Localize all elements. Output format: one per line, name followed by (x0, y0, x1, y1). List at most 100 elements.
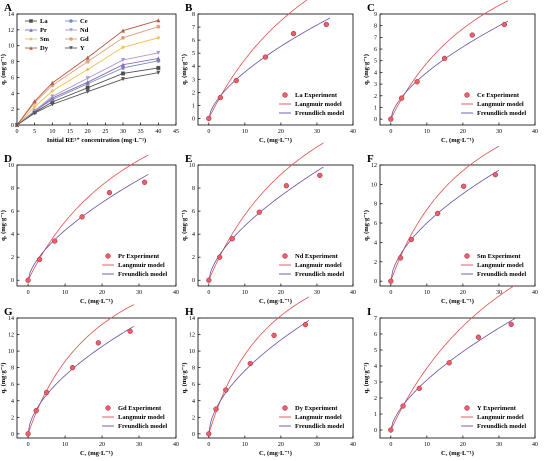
legend-label: Dy (40, 45, 49, 52)
legend: Dy Experiment Langmuir model Freundlich mo… (279, 405, 344, 430)
data-point-y (156, 70, 161, 75)
experiment-point (127, 328, 133, 334)
legend-label: Freundlich model (477, 271, 526, 278)
legend-label: Sm (40, 36, 50, 43)
y-tick-label: 5 (374, 59, 377, 65)
legend-label: Ce (80, 18, 88, 25)
y-axis-label: qₑ (mg·g⁻¹) (363, 54, 370, 85)
y-tick-label: 6 (192, 209, 195, 215)
data-point-gd (121, 35, 125, 40)
legend: Ce Experiment Langmuir model Freundlich mo… (461, 92, 526, 117)
legend: Pr Experiment Langmuir model Freundlich mo… (102, 253, 167, 278)
experiment-point (223, 387, 229, 393)
x-axis-label: Initial RE³⁺ concentration (mg·L⁻¹) (47, 137, 146, 144)
freundlich-curve (208, 320, 310, 434)
legend-marker (105, 405, 111, 411)
y-tick-label: 0 (374, 117, 377, 123)
data-point-y (120, 77, 126, 82)
legend-marker (29, 19, 33, 23)
x-tick-label: 10 (242, 442, 248, 448)
legend-label: Pr Experiment (118, 253, 160, 260)
y-tick-label: 4 (374, 70, 377, 76)
legend-label: Y Experiment (477, 405, 517, 412)
y-tick-label: 8 (192, 366, 195, 372)
experiment-point (206, 277, 212, 283)
x-tick-label: 10 (49, 129, 55, 135)
legend-label: Freundlich model (295, 110, 344, 117)
y-tick-label: 4 (192, 64, 195, 70)
panel-letter: B (185, 2, 193, 14)
plot-frame (197, 13, 354, 126)
legend-label: La (40, 18, 48, 25)
legend-marker (29, 28, 33, 32)
x-tick-label: 30 (314, 129, 320, 135)
data-point-pr (120, 62, 126, 67)
experiment-point (216, 254, 223, 260)
x-tick-label: 20 (85, 129, 91, 135)
legend-label: Dy Experiment (295, 405, 338, 412)
data-point-sm (50, 88, 55, 93)
y-tick-label: 12 (189, 333, 195, 339)
x-tick-label: 40 (173, 442, 179, 448)
x-tick-label: 20 (460, 290, 466, 296)
x-tick-label: 10 (62, 290, 68, 296)
data-point-sm (156, 35, 161, 40)
plot-frame (197, 317, 354, 439)
legend-marker (29, 46, 33, 50)
series-line-gd (16, 26, 159, 126)
legend-label: La Experiment (295, 92, 338, 99)
x-tick-label: 0 (207, 442, 210, 448)
experiment-point (206, 431, 212, 437)
y-tick-label: 1 (192, 103, 195, 109)
y-tick-label: 0 (374, 279, 377, 285)
x-tick-label: 40 (350, 442, 356, 448)
y-axis-label: qₑ (mg·g⁻¹) (181, 54, 188, 85)
x-tick-label: 10 (424, 129, 430, 135)
panel-letter: F (367, 153, 374, 165)
legend: Y Experiment Langmuir model Freundlich mod… (461, 405, 526, 430)
data-point-dy (120, 28, 126, 33)
experiment-point (213, 406, 219, 412)
plot-frame (379, 164, 536, 287)
legend-marker (69, 37, 73, 41)
panel-g: G 0 10 20 30 40 0 2 4 6 8 10 12 14 Cₑ (mg·L⁻¹) qₑ (mg·g… (0, 304, 179, 457)
panel-i: I 0 10 20 30 40 0 1 2 3 4 5 6 7 Cₑ (mg·L⁻¹) qₑ (mg·g⁻¹)… (363, 284, 538, 457)
experiment-point (36, 256, 43, 263)
legend-marker (69, 19, 73, 23)
x-tick-label: 40 (532, 129, 538, 135)
legend: La Experiment Langmuir model Freundlich mo… (279, 92, 344, 117)
data-point-sm (120, 45, 126, 50)
experiment-point (475, 334, 482, 340)
y-tick-label: 2 (192, 415, 195, 421)
experiment-point (69, 365, 76, 371)
legend-marker (69, 28, 73, 32)
experiment-point (43, 389, 50, 396)
legend-label: Langmuir model (118, 414, 165, 421)
experiment-point (400, 403, 406, 409)
y-tick-label: 8 (374, 24, 377, 30)
data-point-nd (120, 58, 126, 63)
x-tick-label: 20 (99, 290, 105, 296)
legend-label: Langmuir model (477, 262, 524, 269)
legend-label: Langmuir model (295, 262, 342, 269)
langmuir-curve (208, 296, 310, 434)
y-tick-label: 3 (374, 82, 377, 88)
panel-d: D 0 10 20 30 40 0 2 4 6 8 10 Cₑ (mg·L⁻¹) qₑ (mg·g⁻¹) P… (0, 153, 179, 305)
data-point-y (32, 111, 37, 116)
x-tick-label: 35 (138, 129, 144, 135)
legend-label: Langmuir model (118, 262, 165, 269)
y-tick-label: 12 (8, 333, 14, 339)
experiment-point (416, 385, 422, 392)
y-tick-label: 0 (192, 116, 195, 122)
experiment-point (501, 21, 508, 28)
y-tick-label: 2 (11, 255, 14, 261)
freundlich-curve (208, 17, 331, 119)
x-axis-label: Cₑ (mg·L⁻¹) (441, 450, 474, 457)
y-tick-label: 8 (192, 186, 195, 192)
y-tick-label: 6 (192, 382, 195, 388)
x-tick-label: 0 (389, 290, 392, 296)
experiment-point (229, 236, 235, 242)
x-tick-label: 15 (67, 129, 73, 135)
y-tick-label: 10 (371, 182, 377, 188)
